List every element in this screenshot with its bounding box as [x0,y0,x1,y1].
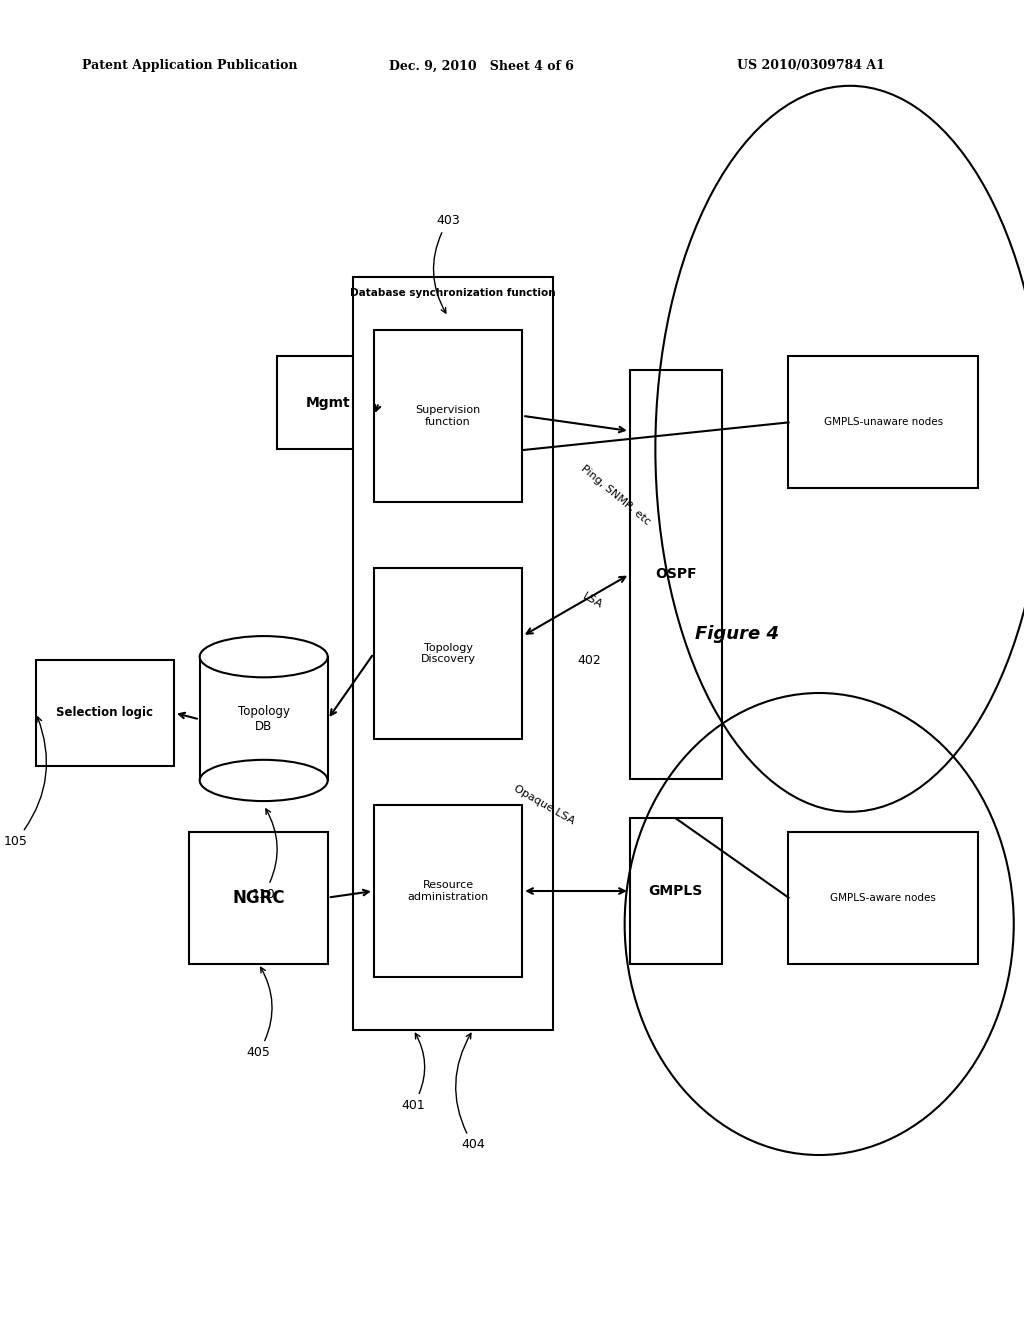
Text: LSA: LSA [581,591,604,610]
Text: GMPLS-unaware nodes: GMPLS-unaware nodes [823,417,943,428]
Text: Dec. 9, 2010   Sheet 4 of 6: Dec. 9, 2010 Sheet 4 of 6 [389,59,574,73]
FancyBboxPatch shape [788,832,978,964]
Text: 105: 105 [3,717,46,847]
Text: 402: 402 [577,653,601,667]
Ellipse shape [200,760,328,801]
Text: OSPF: OSPF [655,568,696,581]
Text: Topology
DB: Topology DB [238,705,290,734]
FancyBboxPatch shape [630,818,722,964]
Text: NGRC: NGRC [232,888,285,907]
FancyBboxPatch shape [374,568,522,739]
Text: Opaque LSA: Opaque LSA [512,784,577,826]
Text: Resource
administration: Resource administration [408,880,488,902]
Text: Patent Application Publication: Patent Application Publication [82,59,297,73]
FancyBboxPatch shape [189,832,328,964]
Text: 405: 405 [247,968,272,1059]
FancyBboxPatch shape [788,356,978,488]
Text: Topology
Discovery: Topology Discovery [421,643,475,664]
Text: Mgmt: Mgmt [305,396,350,409]
Text: US 2010/0309784 A1: US 2010/0309784 A1 [737,59,885,73]
FancyBboxPatch shape [374,330,522,502]
FancyBboxPatch shape [276,356,379,449]
Text: Selection logic: Selection logic [56,706,154,719]
Text: 403: 403 [433,214,460,313]
FancyBboxPatch shape [630,370,722,779]
Ellipse shape [200,636,328,677]
Text: GMPLS: GMPLS [649,884,703,898]
Text: Supervision
function: Supervision function [416,405,480,426]
Text: Database synchronization function: Database synchronization function [350,288,556,298]
Text: Figure 4: Figure 4 [695,624,779,643]
Text: Ping, SNMP, etc: Ping, SNMP, etc [579,463,651,527]
FancyBboxPatch shape [36,660,174,766]
FancyBboxPatch shape [353,277,553,1030]
Text: 110: 110 [252,809,278,900]
FancyBboxPatch shape [374,805,522,977]
Text: GMPLS-aware nodes: GMPLS-aware nodes [830,892,936,903]
Bar [200,657,328,780]
Text: 401: 401 [401,1034,425,1111]
Text: 404: 404 [456,1034,485,1151]
